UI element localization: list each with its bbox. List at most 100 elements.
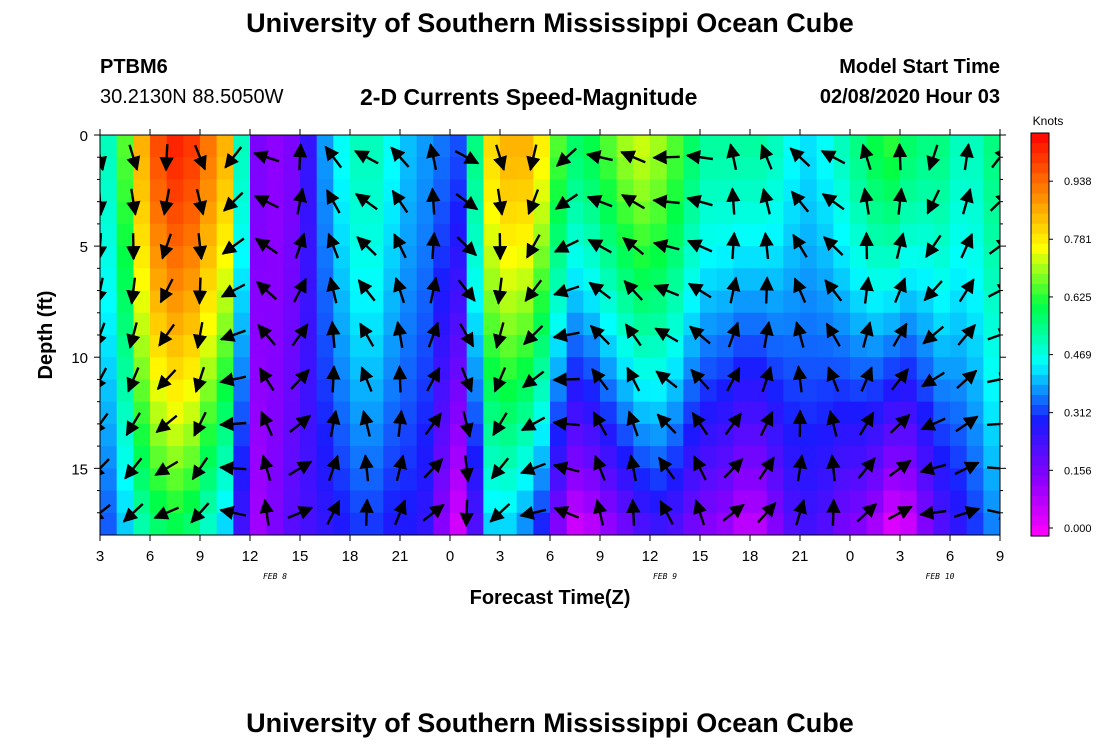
current-arrow xyxy=(759,365,774,393)
colorbar-swatch xyxy=(1031,334,1049,346)
heatmap-cell xyxy=(383,246,401,269)
heatmap-cell xyxy=(766,223,784,247)
heatmap-cell xyxy=(916,335,934,358)
heatmap-cell xyxy=(600,512,618,535)
current-arrow xyxy=(857,457,876,480)
heatmap-cell xyxy=(483,201,501,225)
heatmap-cell xyxy=(466,490,484,514)
current-arrow xyxy=(390,146,410,168)
heatmap-cell xyxy=(566,490,584,514)
heatmap-cell xyxy=(633,490,651,514)
current-arrow xyxy=(257,323,276,346)
heatmap-cell xyxy=(883,468,901,492)
current-arrow xyxy=(218,461,247,476)
current-arrow xyxy=(726,276,741,304)
heatmap-cell xyxy=(566,223,584,247)
heatmap-cell xyxy=(866,335,884,358)
current-arrow xyxy=(219,372,247,387)
colorbar-swatch xyxy=(1031,314,1049,326)
current-arrow xyxy=(492,412,508,437)
current-arrow xyxy=(455,193,479,211)
current-arrow xyxy=(292,142,308,171)
heatmap-cell xyxy=(283,401,301,425)
heatmap-cell xyxy=(533,201,551,225)
heatmap-cell xyxy=(983,379,1000,403)
heatmap-cell xyxy=(950,446,968,469)
heatmap-cell xyxy=(816,201,834,225)
current-arrow xyxy=(359,322,375,347)
current-arrow xyxy=(100,277,108,305)
heatmap-cell xyxy=(233,468,251,492)
heatmap-cell xyxy=(633,446,651,469)
heatmap-cell xyxy=(266,446,284,469)
colorbar-swatch xyxy=(1031,344,1049,356)
heatmap-cell xyxy=(716,268,734,292)
heatmap-cell xyxy=(250,157,268,181)
heatmap-cell xyxy=(266,135,284,158)
heatmap-cell xyxy=(200,290,218,314)
current-arrow xyxy=(158,323,176,347)
colorbar-tick-label: 0.000 xyxy=(1064,523,1092,535)
heatmap-cell xyxy=(333,223,351,247)
current-arrow xyxy=(193,411,207,437)
heatmap-cell xyxy=(550,268,568,292)
heatmap-cell xyxy=(383,423,401,447)
heatmap-cell xyxy=(466,512,484,535)
heatmap-cell xyxy=(716,157,734,181)
heatmap-cell xyxy=(650,246,668,269)
heatmap-cell xyxy=(666,490,684,514)
heatmap-cell xyxy=(733,468,751,492)
heatmap-cell xyxy=(950,157,968,181)
heatmap-cell xyxy=(150,312,168,336)
heatmap-cell xyxy=(233,512,251,535)
current-arrow xyxy=(726,366,741,392)
heatmap-cell xyxy=(200,312,218,336)
current-arrow xyxy=(525,234,541,259)
heatmap-cell xyxy=(266,468,284,492)
heatmap-cell xyxy=(866,512,884,535)
heatmap-cell xyxy=(700,490,718,514)
x-tick-label: 3 xyxy=(496,548,504,565)
heatmap-cell xyxy=(550,223,568,247)
current-arrow xyxy=(125,412,142,437)
heatmap-cell xyxy=(816,490,834,514)
heatmap-cell xyxy=(100,512,118,535)
heatmap-cell xyxy=(883,512,901,535)
heatmap-cell xyxy=(550,379,568,403)
current-arrow xyxy=(893,232,907,259)
heatmap-cell xyxy=(600,312,618,336)
y-tick-label: 5 xyxy=(80,239,88,256)
heatmap-cell xyxy=(983,446,1000,469)
heatmap-cell xyxy=(433,423,451,447)
heatmap-cell xyxy=(133,312,151,336)
heatmap-cell xyxy=(433,335,451,358)
heatmap-cell xyxy=(550,357,568,381)
heatmap-cell xyxy=(216,312,234,336)
heatmap-cell xyxy=(733,312,751,336)
heatmap-cell xyxy=(983,490,1000,514)
current-arrow xyxy=(826,409,841,437)
heatmap-cell xyxy=(116,246,134,269)
heatmap-cell xyxy=(216,246,234,269)
current-arrow xyxy=(685,150,714,165)
heatmap-cell xyxy=(800,335,818,358)
colorbar-swatch xyxy=(1031,253,1049,265)
heatmap-cell xyxy=(833,490,851,514)
heatmap-cell xyxy=(683,512,701,535)
heatmap-cell xyxy=(366,179,384,203)
heatmap-cell xyxy=(300,157,318,181)
heatmap-cell xyxy=(200,135,218,158)
x-tick-label: 12 xyxy=(642,548,659,565)
heatmap-cell xyxy=(200,423,218,447)
x-tick-label: 9 xyxy=(196,548,204,565)
current-arrow xyxy=(423,457,444,479)
heatmap-cell xyxy=(500,290,518,314)
current-arrow xyxy=(793,321,807,348)
current-arrow xyxy=(325,189,341,214)
heatmap-cell xyxy=(816,468,834,492)
current-arrow xyxy=(426,276,441,304)
heatmap-cell xyxy=(483,446,501,469)
heatmap-cell xyxy=(100,223,118,247)
heatmap-cell xyxy=(333,179,351,203)
current-arrow xyxy=(585,150,613,165)
